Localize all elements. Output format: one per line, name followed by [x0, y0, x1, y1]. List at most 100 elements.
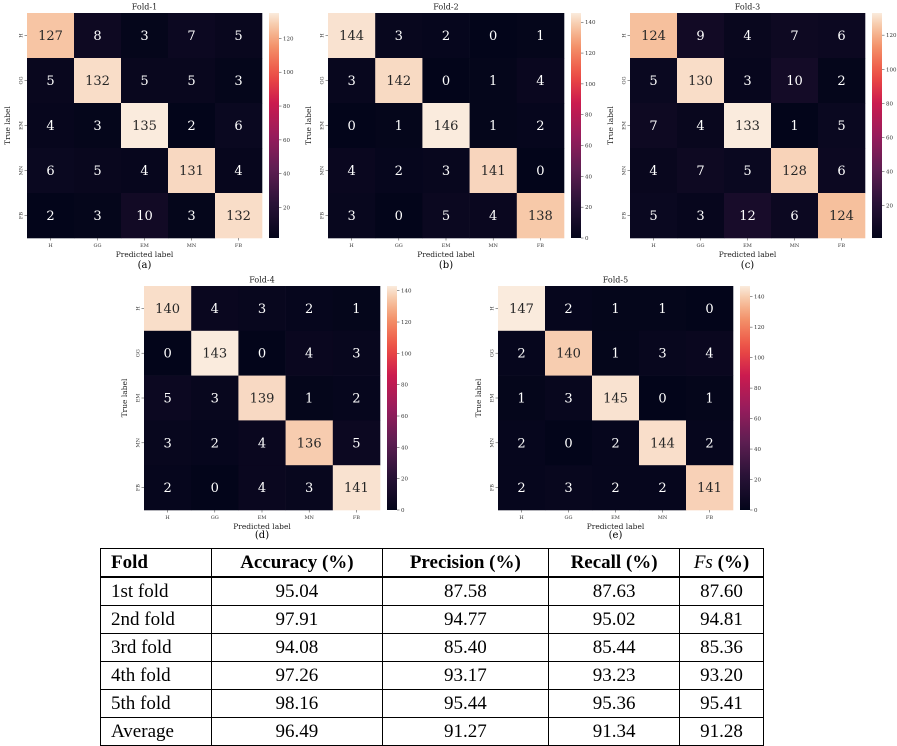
cell-value: 6	[790, 209, 798, 224]
heatmap-cell	[771, 193, 819, 239]
heatmap-cell	[285, 465, 334, 511]
cell-value: 147	[509, 302, 534, 317]
heatmap-cell	[191, 420, 239, 466]
cell-value: 3	[442, 164, 450, 179]
heatmap-cell	[592, 465, 640, 511]
x-tick-label: EM	[140, 243, 149, 249]
heatmap-cell	[771, 103, 819, 149]
y-axis-label: True label	[120, 378, 129, 417]
cell-value: 4	[234, 164, 242, 179]
table-cell: 93.17	[381, 661, 550, 690]
heatmap-cell	[677, 193, 725, 239]
heatmap-cell	[168, 103, 216, 149]
table-cell: 91.34	[548, 717, 681, 746]
y-tick-label: MN	[320, 165, 326, 175]
x-axis-label: Predicted label	[233, 522, 291, 531]
heatmap-cell	[545, 465, 593, 511]
cell-value: 1	[611, 347, 619, 362]
cell-value: 3	[347, 74, 355, 89]
heatmap-cell	[168, 58, 216, 104]
cell-value: 0	[658, 392, 666, 407]
heatmap-cell	[422, 58, 470, 104]
cell-value: 10	[786, 74, 803, 89]
cell-value: 140	[155, 302, 180, 317]
table-cell: 87.63	[548, 576, 681, 606]
colorbar-tick-label: 80	[585, 113, 592, 119]
heatmap-cell	[285, 420, 334, 466]
table-cell: 85.44	[548, 633, 681, 662]
table-cell: 95.36	[548, 689, 681, 718]
heatmap-cell	[121, 13, 169, 59]
cell-value: 3	[140, 29, 148, 44]
table-cell: 91.27	[381, 717, 550, 746]
heatmap-cell	[592, 330, 640, 376]
heatmap-cell	[592, 286, 640, 332]
cell-value: 12	[739, 209, 756, 224]
panel-title: Fold-1	[132, 3, 157, 12]
heatmap-cell	[215, 193, 263, 239]
header-accuracy: Accuracy (%)	[211, 548, 383, 578]
cell-value: 128	[782, 164, 807, 179]
panel-title: Fold-4	[249, 276, 274, 285]
x-tick-label: FB	[706, 515, 713, 521]
cell-value: 2	[211, 436, 219, 451]
heatmap-cell	[469, 58, 518, 104]
heatmap-cell	[375, 148, 423, 194]
heatmap-cell	[516, 103, 565, 149]
heatmap-cell	[469, 193, 518, 239]
heatmap-cell	[771, 148, 819, 194]
cell-value: 0	[705, 302, 713, 317]
colorbar-tick-label: 20	[585, 205, 592, 211]
cell-value: 6	[837, 164, 845, 179]
heatmap-cell	[168, 148, 216, 194]
table-cell: 98.16	[211, 689, 383, 718]
cell-value: 3	[352, 347, 360, 362]
panel-title: Fold-2	[433, 3, 458, 12]
heatmap-cell	[144, 375, 192, 421]
heatmap-cell	[498, 375, 546, 421]
table-row: 5th fold 98.16 95.44 95.36 95.41	[99, 689, 764, 718]
table-row-label: 1st fold	[99, 576, 213, 606]
heatmap-cell	[639, 330, 687, 376]
cell-value: 146	[434, 119, 459, 134]
cell-value: 5	[649, 209, 657, 224]
x-tick-label: MN	[658, 515, 668, 521]
heatmap-cell	[677, 13, 725, 59]
cell-value: 2	[611, 481, 619, 496]
cell-value: 5	[46, 74, 54, 89]
cell-value: 143	[202, 347, 227, 362]
cell-value: 4	[649, 164, 657, 179]
heatmap-cell	[724, 148, 772, 194]
y-tick-label: GG	[320, 77, 326, 85]
cell-value: 9	[696, 29, 704, 44]
cell-value: 3	[93, 119, 101, 134]
cell-value: 124	[829, 209, 854, 224]
cell-value: 7	[187, 29, 195, 44]
table-row: 2nd fold 97.91 94.77 95.02 94.81	[99, 605, 764, 634]
table-cell: 94.81	[679, 605, 764, 634]
cell-value: 6	[837, 29, 845, 44]
cell-value: 2	[564, 302, 572, 317]
heatmap-cell	[686, 465, 734, 511]
cell-value: 3	[234, 74, 242, 89]
y-axis-label: True label	[3, 106, 12, 145]
cell-value: 144	[650, 436, 675, 451]
y-tick-label: GG	[490, 349, 496, 357]
cell-value: 4	[705, 347, 713, 362]
colorbar-tick-label: 100	[401, 351, 412, 357]
panel-caption: (d)	[255, 530, 269, 540]
heatmap-cell	[516, 58, 565, 104]
x-tick-label: EM	[442, 243, 451, 249]
heatmap-cell	[191, 330, 239, 376]
cell-value: 1	[489, 119, 497, 134]
cell-value: 3	[564, 392, 572, 407]
heatmap-cell	[516, 13, 565, 59]
table-cell: 95.44	[381, 689, 550, 718]
y-axis-label: True label	[304, 106, 313, 145]
x-tick-label: MN	[187, 243, 197, 249]
cell-value: 3	[658, 347, 666, 362]
x-tick-label: GG	[94, 243, 102, 249]
colorbar-tick-label: 80	[754, 386, 761, 392]
cell-value: 1	[611, 302, 619, 317]
cell-value: 4	[536, 74, 544, 89]
